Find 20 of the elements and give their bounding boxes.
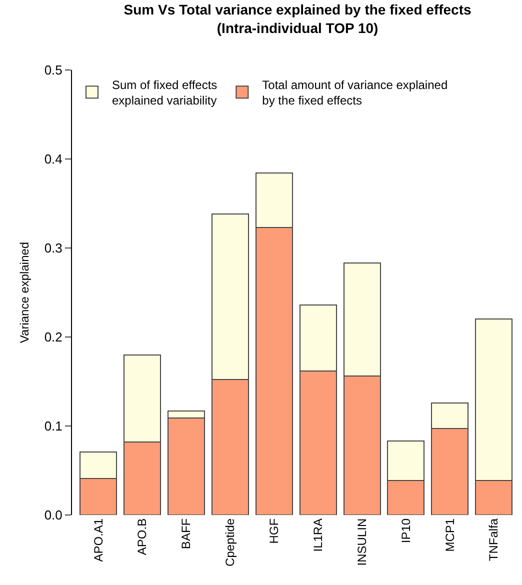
x-tick-label: HGF [267, 518, 282, 544]
y-tick-label: 0.1 [44, 418, 62, 434]
y-tick-label: 0.5 [44, 62, 62, 78]
y-tick-label: 0.3 [44, 240, 62, 256]
x-tick-label: APO.B [135, 518, 150, 556]
y-axis-title: Variance explained [18, 242, 32, 344]
legend-label: Sum of fixed effects explained variability [112, 78, 218, 108]
x-tick-label: INSULIN [354, 518, 369, 566]
chart-title: Sum Vs Total variance explained by the fixed effects (Intra-individual TOP 10) [124, 2, 472, 36]
x-tick-label: MCP1 [442, 518, 457, 552]
x-tick-label: Cpeptide [223, 518, 238, 566]
x-tick-label: BAFF [179, 518, 194, 550]
x-tick-label: APO.A1 [91, 518, 106, 562]
y-tick-label: 0.0 [44, 508, 62, 523]
y-tick-label: 0.2 [44, 330, 62, 345]
y-tick-label: 0.4 [44, 152, 62, 167]
x-tick-label: IL1RA [310, 518, 325, 552]
x-tick-label: IP10 [398, 518, 413, 544]
legend-label: Total amount of variance explained by the fixed effects [262, 78, 448, 108]
x-tick-label: TNFalfa [486, 518, 501, 562]
